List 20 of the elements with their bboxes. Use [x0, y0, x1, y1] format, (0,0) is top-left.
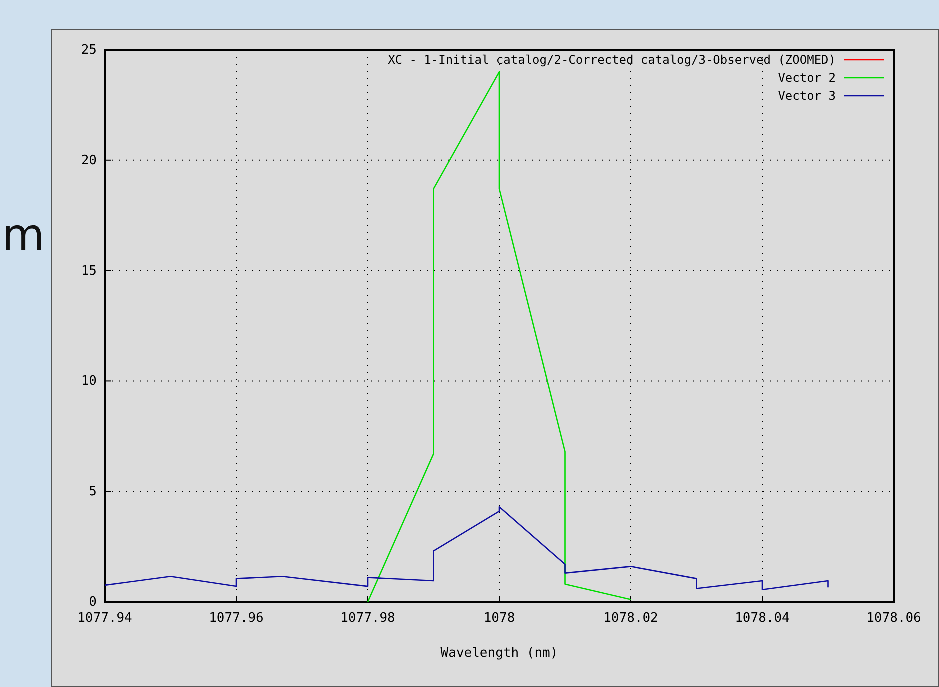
y-tick-label: 0 [89, 595, 97, 610]
line-series [104, 506, 829, 591]
x-tick-label: 1078.04 [735, 611, 790, 626]
y-tick-label: 25 [81, 43, 97, 58]
y-tick-label: 20 [81, 153, 97, 168]
x-tick-label: 1077.98 [340, 611, 396, 626]
x-tick-label: 1077.96 [209, 611, 264, 626]
legend-label: Vector 2 [778, 71, 836, 85]
x-tick-label: 1078 [484, 611, 516, 626]
y-tick-label: 5 [89, 484, 97, 500]
legend-label: Vector 3 [778, 89, 836, 103]
y-tick-label: 10 [81, 374, 97, 390]
x-tick-label: 1078.06 [866, 611, 922, 626]
legend-label: XC - 1-Initial catalog/2-Corrected catalog/3-Observed (ZOOMED) [388, 53, 836, 67]
line-series [367, 71, 632, 603]
x-axis-title: Wavelength (nm) [440, 646, 558, 661]
y-tick-label: 15 [81, 264, 97, 279]
text: m [2, 210, 45, 261]
x-tick-label: 1077.94 [78, 611, 133, 626]
x-tick-label: 1078.02 [604, 611, 658, 626]
